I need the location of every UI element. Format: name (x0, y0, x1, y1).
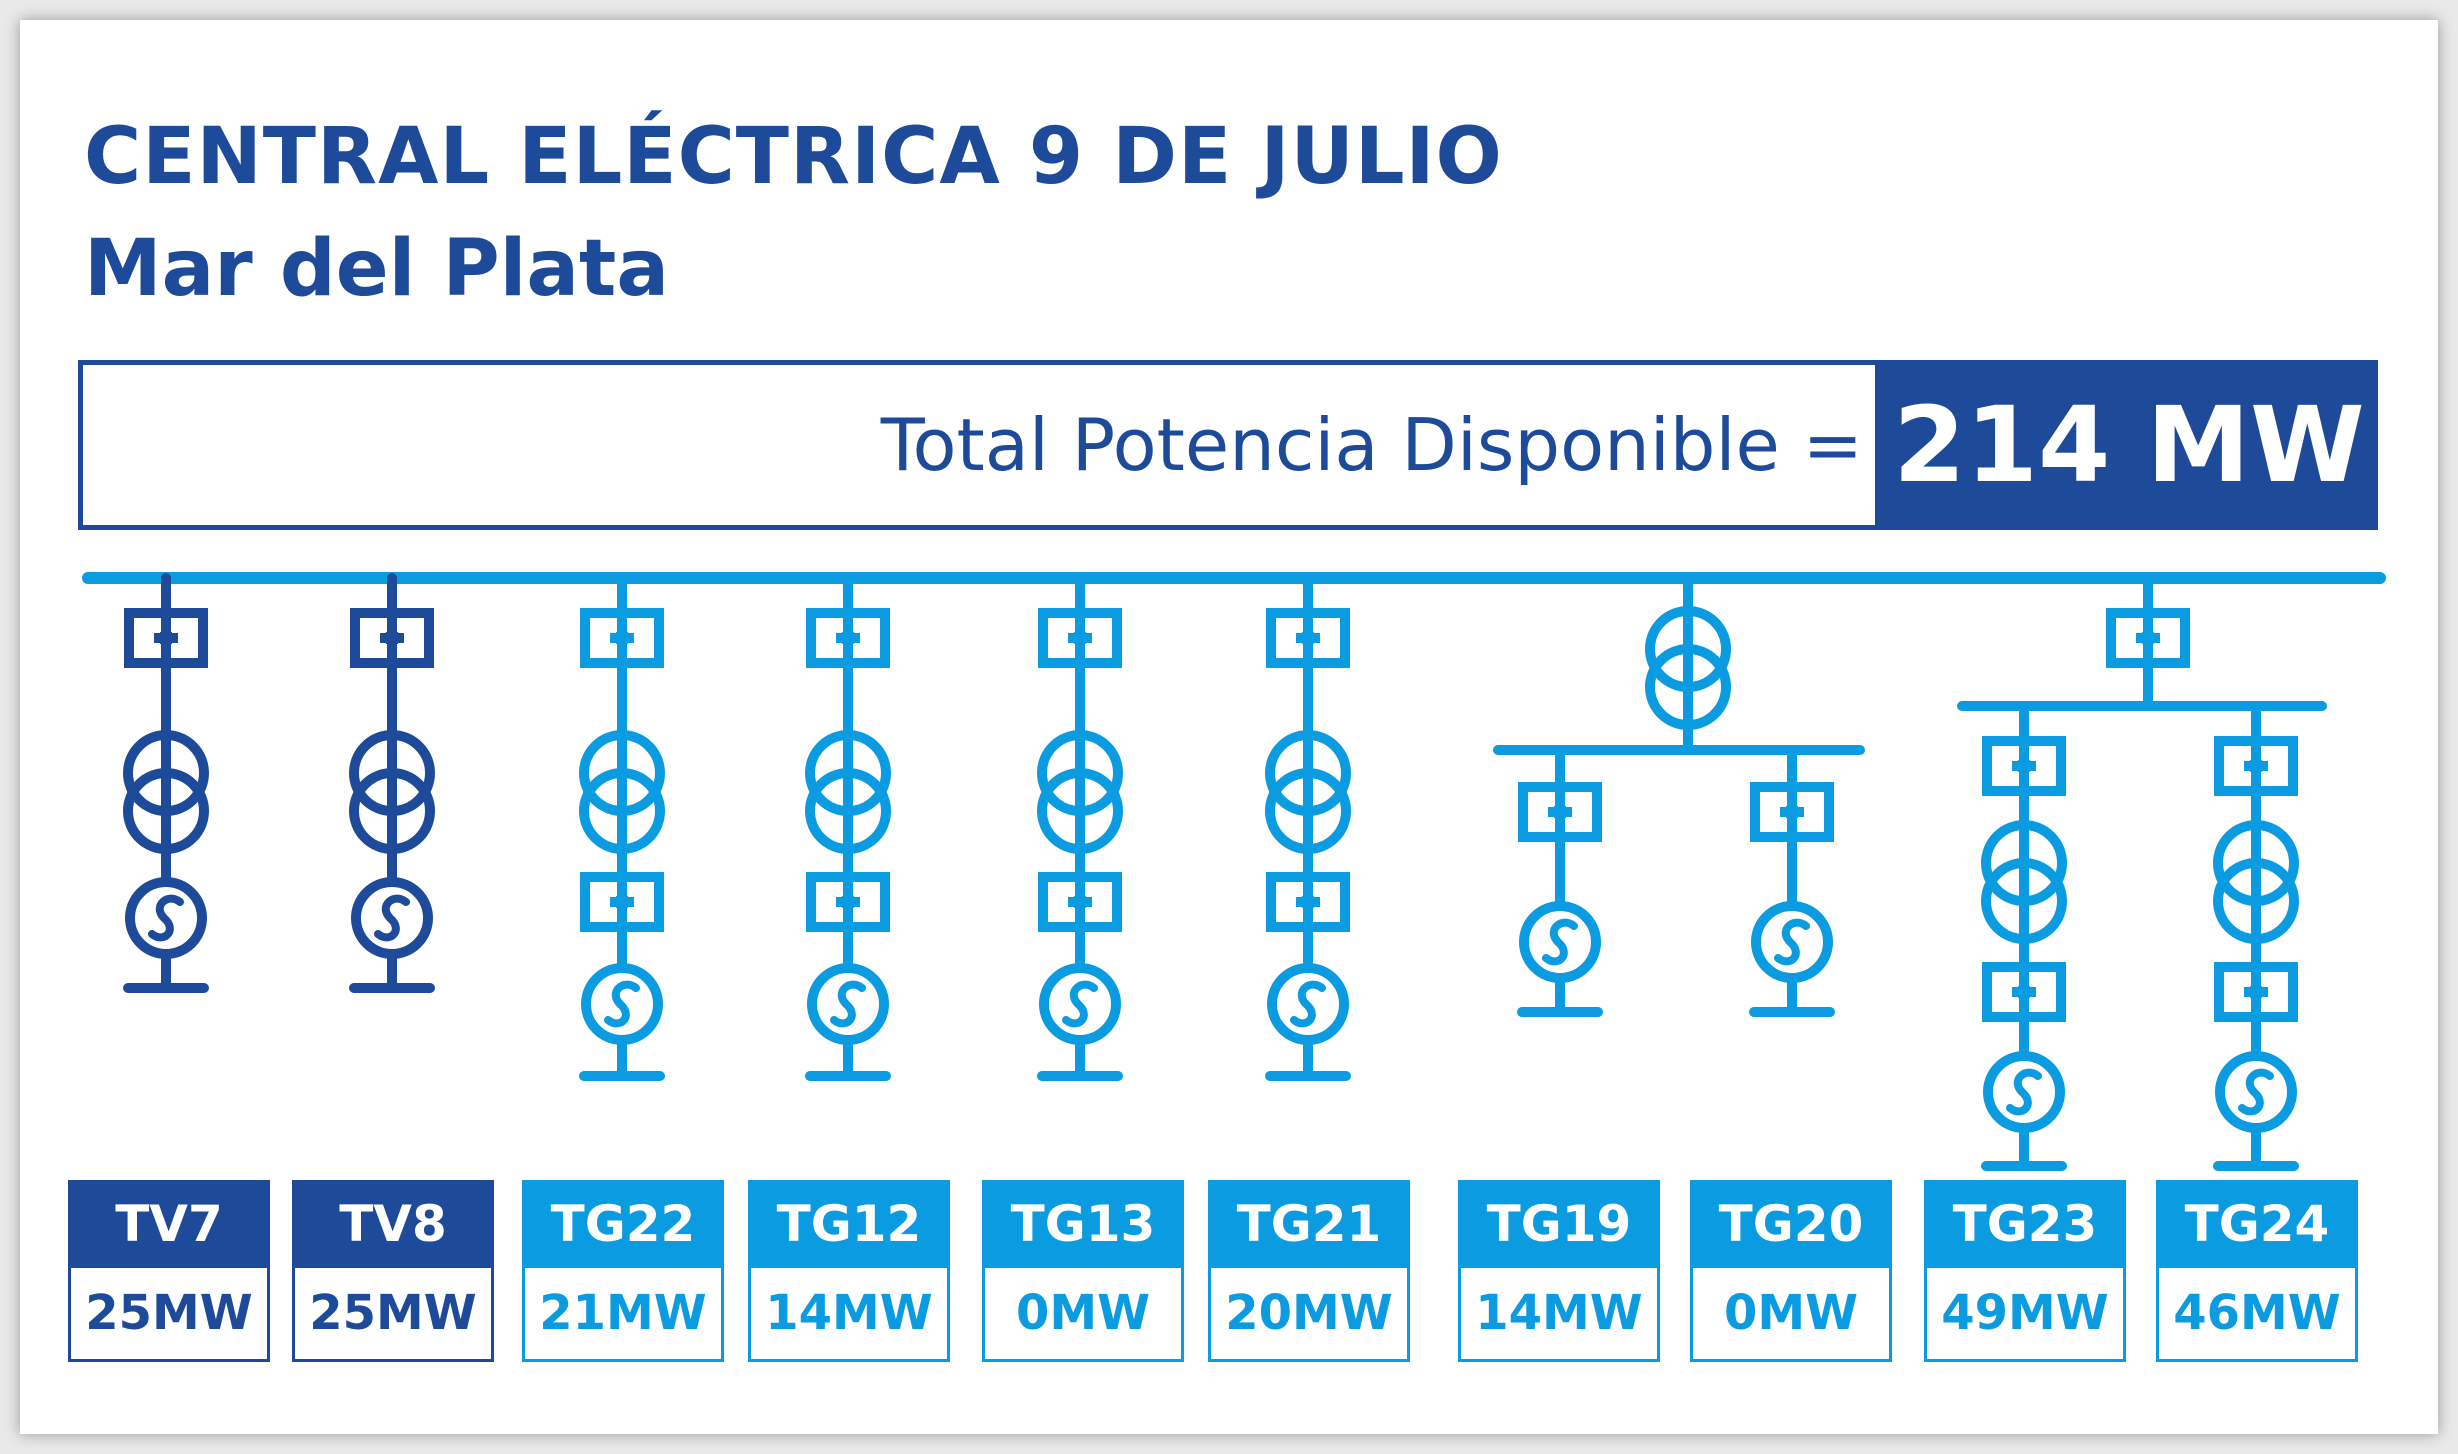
breaker-icon (1982, 736, 2066, 796)
unit-label-tg21: TG21 20MW (1208, 1180, 1410, 1362)
generator-icon (1983, 1051, 2065, 1133)
unit-label-tg19: TG19 14MW (1458, 1180, 1660, 1362)
breaker-icon (580, 608, 664, 668)
unit-label-tv7: TV7 25MW (68, 1180, 270, 1362)
breaker-icon (350, 608, 434, 668)
breaker-icon (806, 872, 890, 932)
unit-power: 20MW (1211, 1268, 1407, 1359)
unit-label-tv8: TV8 25MW (292, 1180, 494, 1362)
page-title: CENTRAL ELÉCTRICA 9 DE JULIO (84, 112, 1503, 202)
breaker-icon (580, 872, 664, 932)
generator-icon (581, 963, 663, 1045)
unit-name: TG21 (1236, 1195, 1382, 1253)
page-subtitle: Mar del Plata (84, 224, 669, 314)
breaker-icon (2214, 962, 2298, 1022)
unit-label-tg22: TG22 21MW (522, 1180, 724, 1362)
transformer-icon (1037, 730, 1123, 854)
transformer-icon (579, 730, 665, 854)
total-power-label: Total Potencia Disponible = (880, 403, 1863, 487)
unit-power: 0MW (985, 1268, 1181, 1359)
unit-power: 0MW (1693, 1268, 1889, 1359)
unit-name: TG22 (550, 1195, 696, 1253)
unit-power: 14MW (751, 1268, 947, 1359)
unit-name: TG12 (776, 1195, 922, 1253)
breaker-icon (124, 608, 208, 668)
unit-power: 46MW (2159, 1268, 2355, 1359)
unit-label-tg13: TG13 0MW (982, 1180, 1184, 1362)
unit-name: TV7 (115, 1195, 223, 1253)
breaker-icon (806, 608, 890, 668)
generator-icon (807, 963, 889, 1045)
transformer-icon (1981, 820, 2067, 944)
breaker-icon (1518, 782, 1602, 842)
generator-icon (1267, 963, 1349, 1045)
unit-name: TG23 (1952, 1195, 2098, 1253)
transformer-icon (1265, 730, 1351, 854)
transformer-icon (349, 730, 435, 854)
unit-label-tg12: TG12 14MW (748, 1180, 950, 1362)
breaker-icon (2214, 736, 2298, 796)
transformer-icon (1645, 606, 1731, 730)
unit-name: TV8 (339, 1195, 447, 1253)
breaker-icon (1266, 872, 1350, 932)
transformer-icon (805, 730, 891, 854)
unit-name: TG13 (1010, 1195, 1156, 1253)
transformer-icon (123, 730, 209, 854)
breaker-icon (2106, 608, 2190, 668)
unit-name: TG20 (1718, 1195, 1864, 1253)
unit-power: 25MW (295, 1268, 491, 1359)
breaker-icon (1038, 608, 1122, 668)
unit-name: TG19 (1486, 1195, 1632, 1253)
generator-icon (2215, 1051, 2297, 1133)
unit-power: 14MW (1461, 1268, 1657, 1359)
generator-icon (1519, 901, 1601, 983)
unit-label-tg23: TG23 49MW (1924, 1180, 2126, 1362)
total-power-value: 214 MW (1880, 360, 2378, 530)
unit-label-tg24: TG24 46MW (2156, 1180, 2358, 1362)
generator-icon (125, 877, 207, 959)
breaker-icon (1750, 782, 1834, 842)
total-power-box: Total Potencia Disponible = (78, 360, 1880, 530)
transformer-icon (2213, 820, 2299, 944)
unit-label-tg20: TG20 0MW (1690, 1180, 1892, 1362)
generator-icon (351, 877, 433, 959)
breaker-icon (1266, 608, 1350, 668)
generator-icon (1039, 963, 1121, 1045)
unit-power: 21MW (525, 1268, 721, 1359)
generator-icon (1751, 901, 1833, 983)
unit-power: 25MW (71, 1268, 267, 1359)
unit-name: TG24 (2184, 1195, 2330, 1253)
breaker-icon (1982, 962, 2066, 1022)
breaker-icon (1038, 872, 1122, 932)
unit-power: 49MW (1927, 1268, 2123, 1359)
